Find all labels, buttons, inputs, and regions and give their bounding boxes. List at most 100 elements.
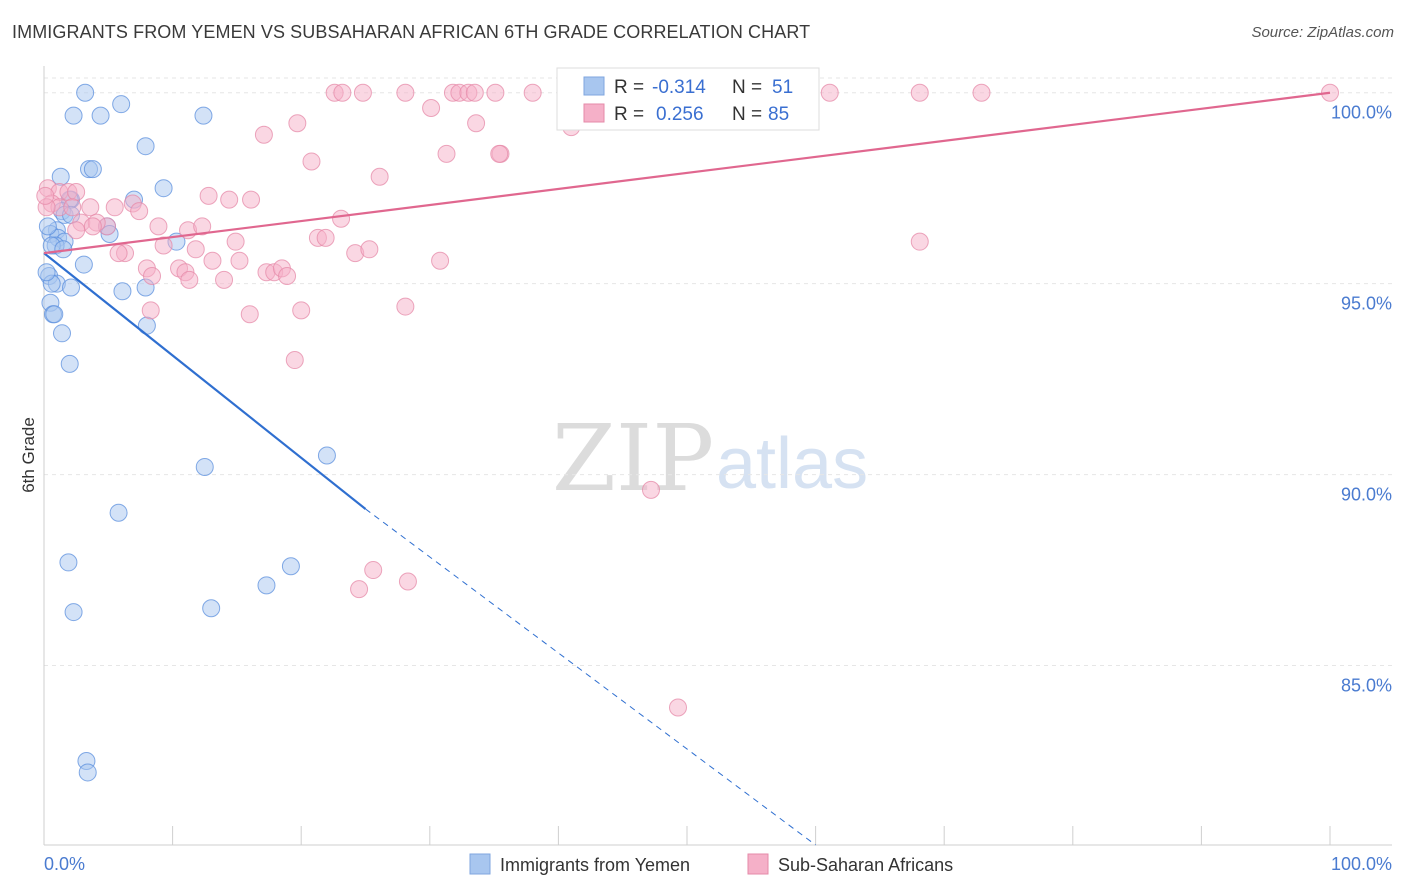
point-subsaharan <box>203 251 222 270</box>
trend-line-yemen <box>43 252 367 510</box>
point-subsaharan <box>81 198 100 217</box>
point-subsaharan <box>67 221 86 240</box>
point-yemen <box>202 599 221 618</box>
point-subsaharan <box>465 83 484 102</box>
point-subsaharan <box>215 270 234 289</box>
point-subsaharan <box>350 580 369 599</box>
stats-n-value-yemen: 51 <box>772 77 793 98</box>
point-subsaharan <box>431 251 450 270</box>
watermark-atlas: atlas <box>716 424 868 504</box>
stats-n-label-yemen: N = <box>732 77 762 98</box>
y-tick-label: 90.0% <box>1341 485 1392 505</box>
point-yemen <box>60 354 79 373</box>
stats-n-label-subsaharan: N = <box>732 104 762 125</box>
point-subsaharan <box>278 267 297 286</box>
stats-r-value-subsaharan: 0.256 <box>656 104 704 125</box>
point-yemen <box>317 446 336 465</box>
point-subsaharan <box>910 232 929 251</box>
point-yemen <box>136 137 155 156</box>
legend-label-subsaharan: Sub-Saharan Africans <box>778 855 953 875</box>
point-subsaharan <box>143 267 162 286</box>
point-yemen <box>59 553 78 572</box>
legend-swatch-subsaharan <box>747 853 769 875</box>
grid-lines <box>44 77 1392 667</box>
point-yemen <box>194 106 213 125</box>
point-subsaharan <box>285 351 304 370</box>
point-subsaharan <box>490 144 509 163</box>
point-subsaharan <box>180 270 199 289</box>
point-yemen <box>112 95 131 114</box>
point-yemen <box>45 305 64 324</box>
point-subsaharan <box>63 198 82 217</box>
point-subsaharan <box>467 114 486 133</box>
point-subsaharan <box>292 301 311 320</box>
x-ticks <box>43 826 1331 845</box>
point-subsaharan <box>398 572 417 591</box>
point-subsaharan <box>36 186 55 205</box>
stats-n-value-subsaharan: 85 <box>768 104 789 125</box>
y-tick-label: 100.0% <box>1331 103 1392 123</box>
point-subsaharan <box>199 186 218 205</box>
point-subsaharan <box>333 83 352 102</box>
x-tick-label-max: 100.0% <box>1331 854 1392 874</box>
point-subsaharan <box>364 561 383 580</box>
point-subsaharan <box>396 297 415 316</box>
point-subsaharan <box>332 209 351 228</box>
trend-lines <box>43 91 1331 846</box>
point-subsaharan <box>240 305 259 324</box>
y-tick-labels: 85.0% 90.0% 95.0% 100.0% <box>1331 103 1392 696</box>
point-subsaharan <box>242 190 261 209</box>
point-subsaharan <box>220 190 239 209</box>
point-subsaharan <box>486 83 505 102</box>
point-yemen <box>281 557 300 576</box>
point-subsaharan <box>83 217 102 236</box>
y-axis-title: 6th Grade <box>19 417 38 493</box>
stats-r-value-yemen: -0.314 <box>652 77 706 98</box>
point-subsaharan <box>641 480 660 499</box>
point-subsaharan <box>109 244 128 263</box>
point-subsaharan <box>316 228 335 247</box>
point-subsaharan <box>141 301 160 320</box>
trend-line-yemen-extrapolated <box>365 508 816 846</box>
point-subsaharan <box>396 83 415 102</box>
point-subsaharan <box>130 202 149 221</box>
point-subsaharan <box>302 152 321 171</box>
chart-source: Source: ZipAtlas.com <box>1251 24 1394 41</box>
legend-swatch-yemen <box>469 853 491 875</box>
point-yemen <box>76 83 95 102</box>
point-subsaharan <box>422 99 441 118</box>
point-yemen <box>64 106 83 125</box>
point-yemen <box>62 278 81 297</box>
stats-box: R = -0.314 N = 51 R = 0.256 N = 85 <box>556 67 820 131</box>
point-yemen <box>195 457 214 476</box>
point-yemen <box>78 763 97 782</box>
point-yemen <box>37 263 56 282</box>
trend-line-subsaharan <box>43 91 1331 255</box>
point-subsaharan <box>437 144 456 163</box>
point-subsaharan <box>353 83 372 102</box>
point-subsaharan <box>360 240 379 259</box>
point-subsaharan <box>193 217 212 236</box>
point-yemen <box>74 255 93 274</box>
point-subsaharan <box>668 698 687 717</box>
legend: Immigrants from Yemen Sub-Saharan Africa… <box>469 853 953 875</box>
point-subsaharan <box>254 125 273 144</box>
point-subsaharan <box>230 251 249 270</box>
point-yemen <box>83 160 102 179</box>
x-tick-label-min: 0.0% <box>44 854 85 874</box>
point-subsaharan <box>523 83 542 102</box>
point-subsaharan <box>370 167 389 186</box>
point-subsaharan <box>820 83 839 102</box>
point-yemen <box>109 503 128 522</box>
legend-label-yemen: Immigrants from Yemen <box>500 855 690 875</box>
point-yemen <box>53 324 72 343</box>
stats-swatch-yemen <box>583 76 605 96</box>
point-subsaharan <box>67 183 86 202</box>
point-subsaharan <box>226 232 245 251</box>
point-subsaharan <box>149 217 168 236</box>
point-yemen <box>257 576 276 595</box>
y-tick-label: 95.0% <box>1341 294 1392 314</box>
point-subsaharan <box>972 83 991 102</box>
chart-title: IMMIGRANTS FROM YEMEN VS SUBSAHARAN AFRI… <box>12 22 811 42</box>
